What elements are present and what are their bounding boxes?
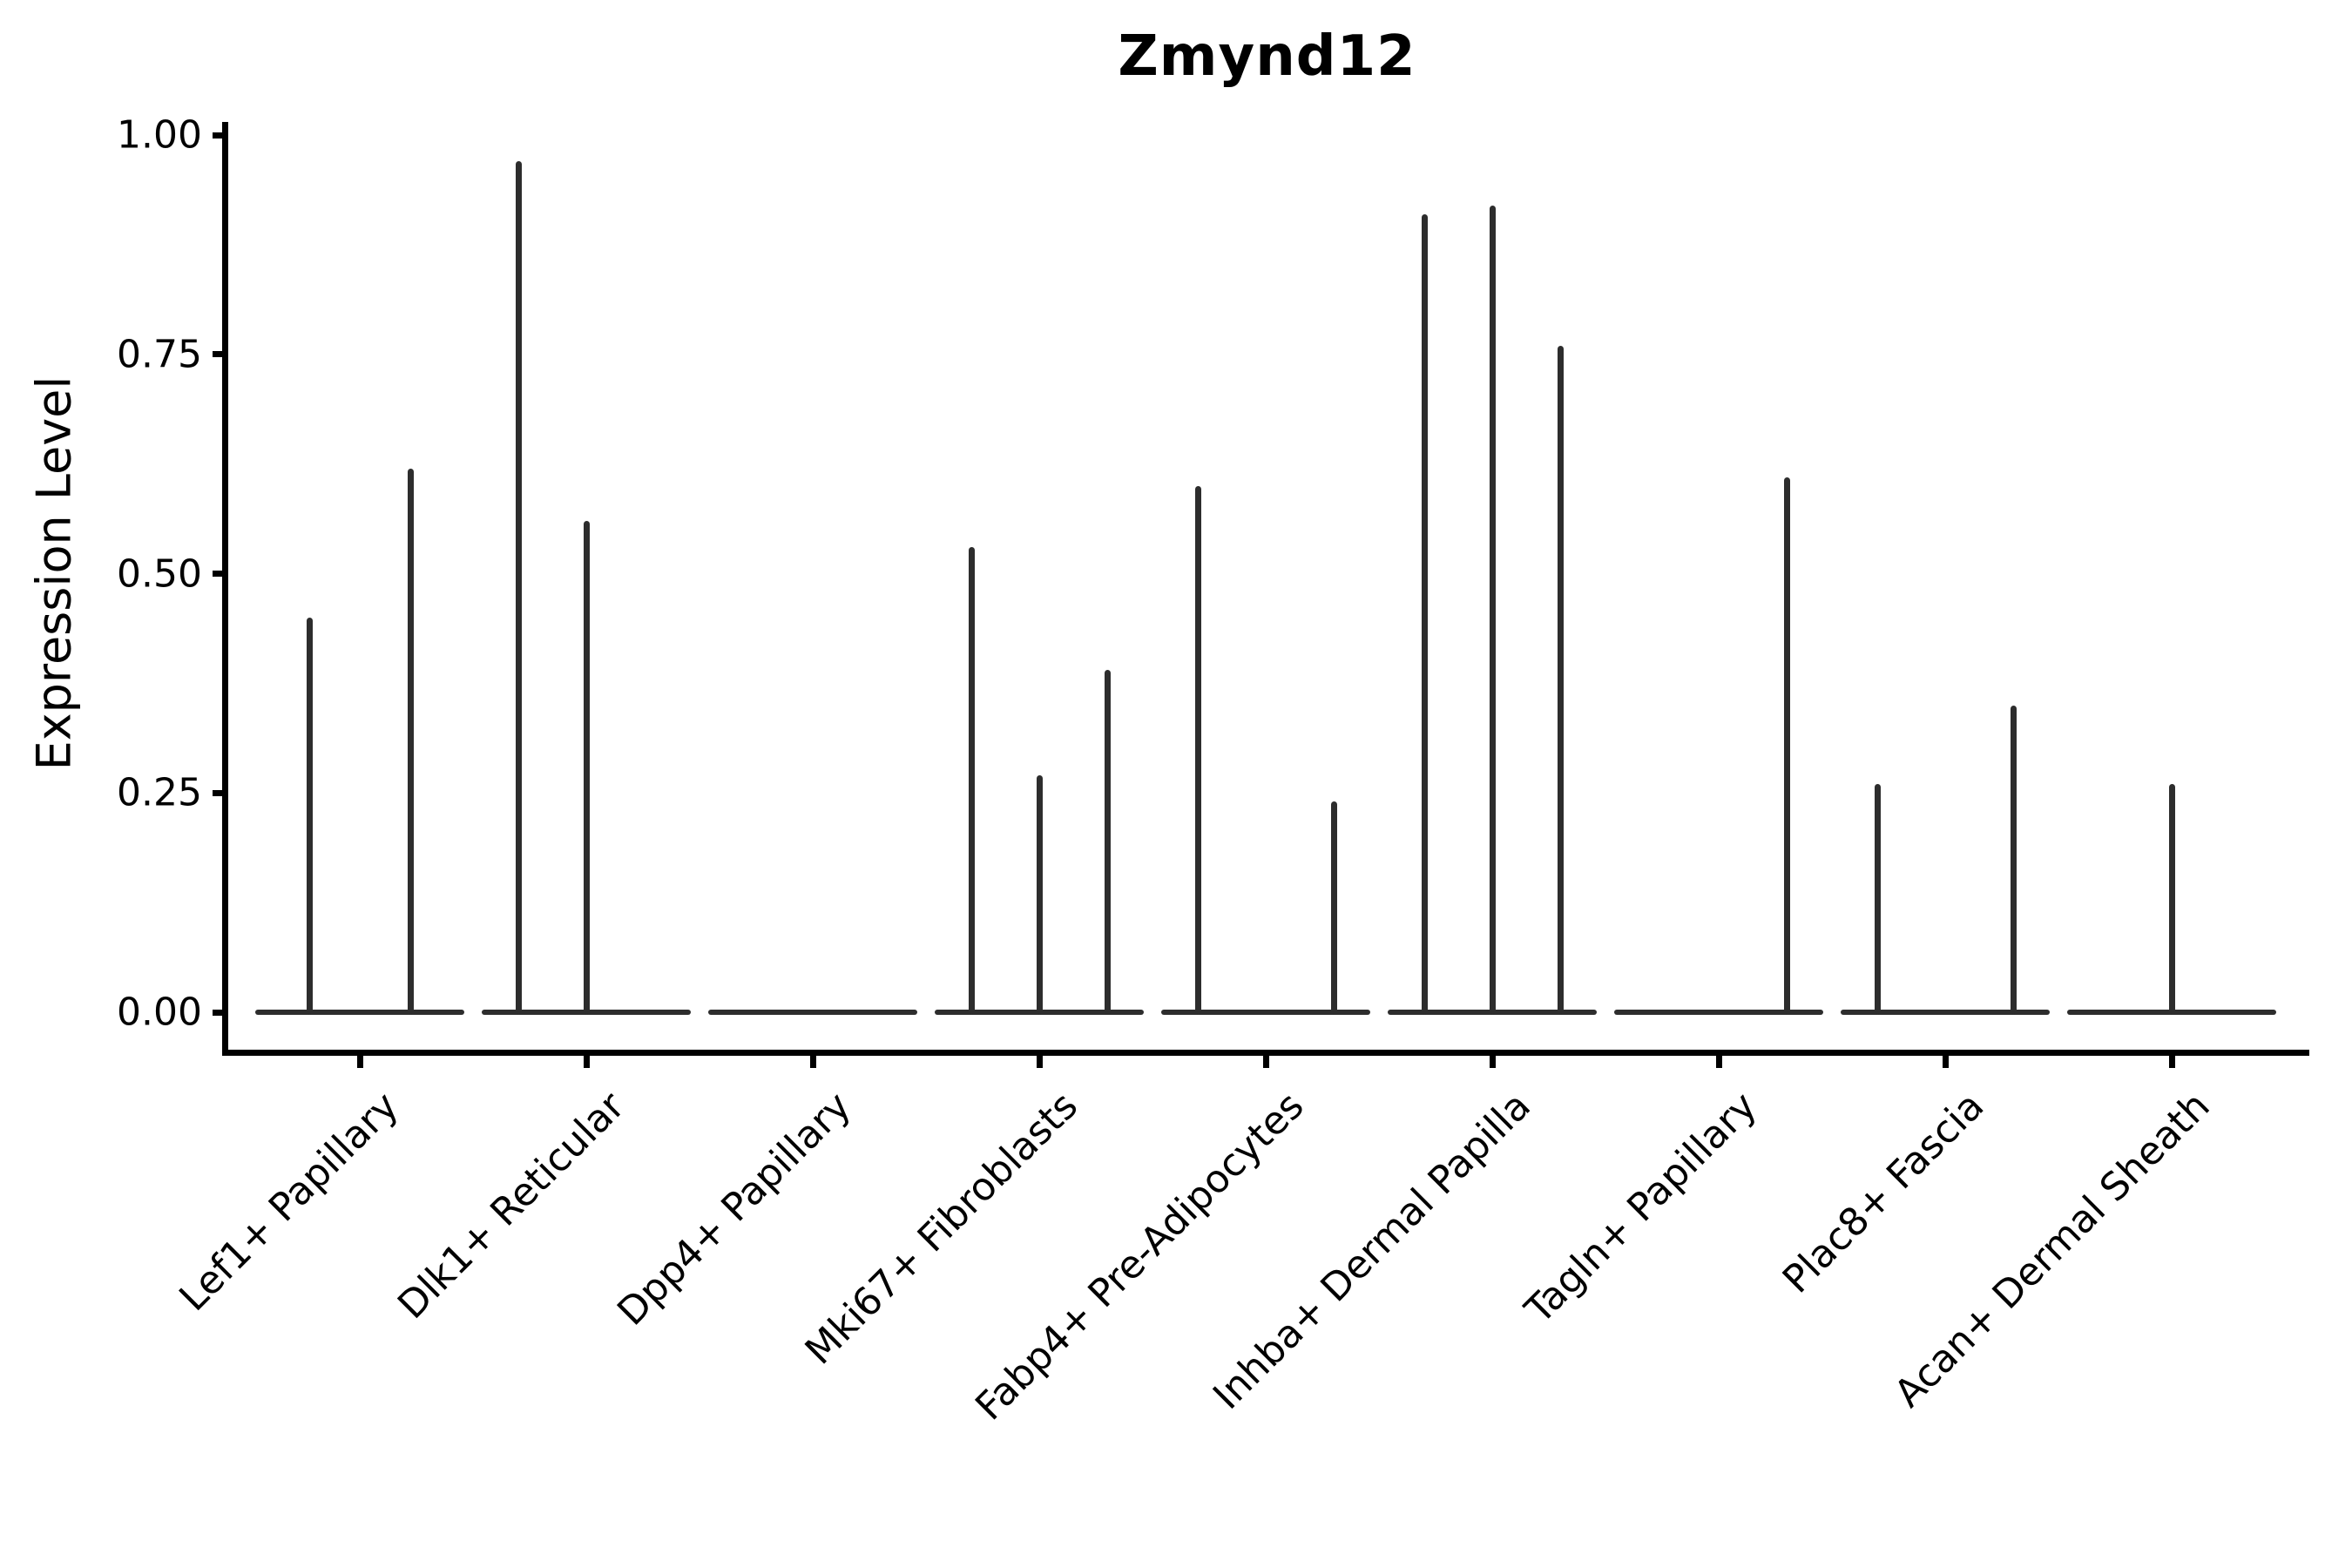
violin-spike (2168, 784, 2175, 1015)
violin-baseline (1614, 1010, 1823, 1015)
y-tick-label: 0.00 (117, 990, 202, 1035)
x-tick (1942, 1056, 1949, 1068)
x-tick (809, 1056, 816, 1068)
violin-baseline (708, 1010, 917, 1015)
y-tick-label: 0.25 (117, 770, 202, 815)
x-tick (1715, 1056, 1722, 1068)
y-tick-label: 1.00 (117, 112, 202, 158)
x-axis-spine (222, 1050, 2309, 1056)
x-tick-label: Tagln+ Papillary (1517, 1084, 1767, 1333)
violin-spike (515, 161, 522, 1015)
x-tick (1262, 1056, 1269, 1068)
violin-spike (407, 468, 414, 1015)
violin-baseline (255, 1010, 464, 1015)
violin-spike (1783, 476, 1790, 1015)
x-tick-label: Dlk1+ Reticular (389, 1084, 634, 1328)
y-tick (213, 1009, 225, 1016)
violin-spike (1104, 670, 1111, 1015)
y-axis-label: Expression Level (26, 375, 82, 771)
x-tick (1489, 1056, 1496, 1068)
x-tick (356, 1056, 363, 1068)
violin-baseline (1841, 1010, 2050, 1015)
violin-spike (1489, 205, 1496, 1015)
y-tick (213, 789, 225, 796)
x-tick (2168, 1056, 2175, 1068)
y-tick (213, 351, 225, 358)
chart-title: Zmynd12 (1118, 24, 1416, 89)
violin-spike (968, 547, 975, 1015)
violin-spike (1330, 801, 1337, 1015)
violin-spike (1194, 485, 1201, 1015)
violin-spike (306, 617, 313, 1015)
violin-spike (1874, 784, 1881, 1015)
x-tick (1036, 1056, 1043, 1068)
y-tick (213, 571, 225, 577)
y-tick (213, 132, 225, 139)
x-tick-label: Dpp4+ Papillary (609, 1084, 861, 1335)
violin-spike (583, 521, 590, 1015)
y-tick-label: 0.50 (117, 551, 202, 596)
x-tick (583, 1056, 590, 1068)
y-tick-label: 0.75 (117, 332, 202, 377)
y-axis-spine (222, 122, 228, 1056)
x-tick-label: Lef1+ Papillary (170, 1084, 408, 1321)
x-tick-label: Plac8+ Fascia (1774, 1084, 1993, 1302)
violin-spike (2010, 705, 2017, 1015)
violin-spike (1036, 775, 1043, 1015)
violin-spike (1557, 345, 1564, 1015)
violin-baseline (1161, 1010, 1370, 1015)
violin-spike (1421, 213, 1428, 1015)
